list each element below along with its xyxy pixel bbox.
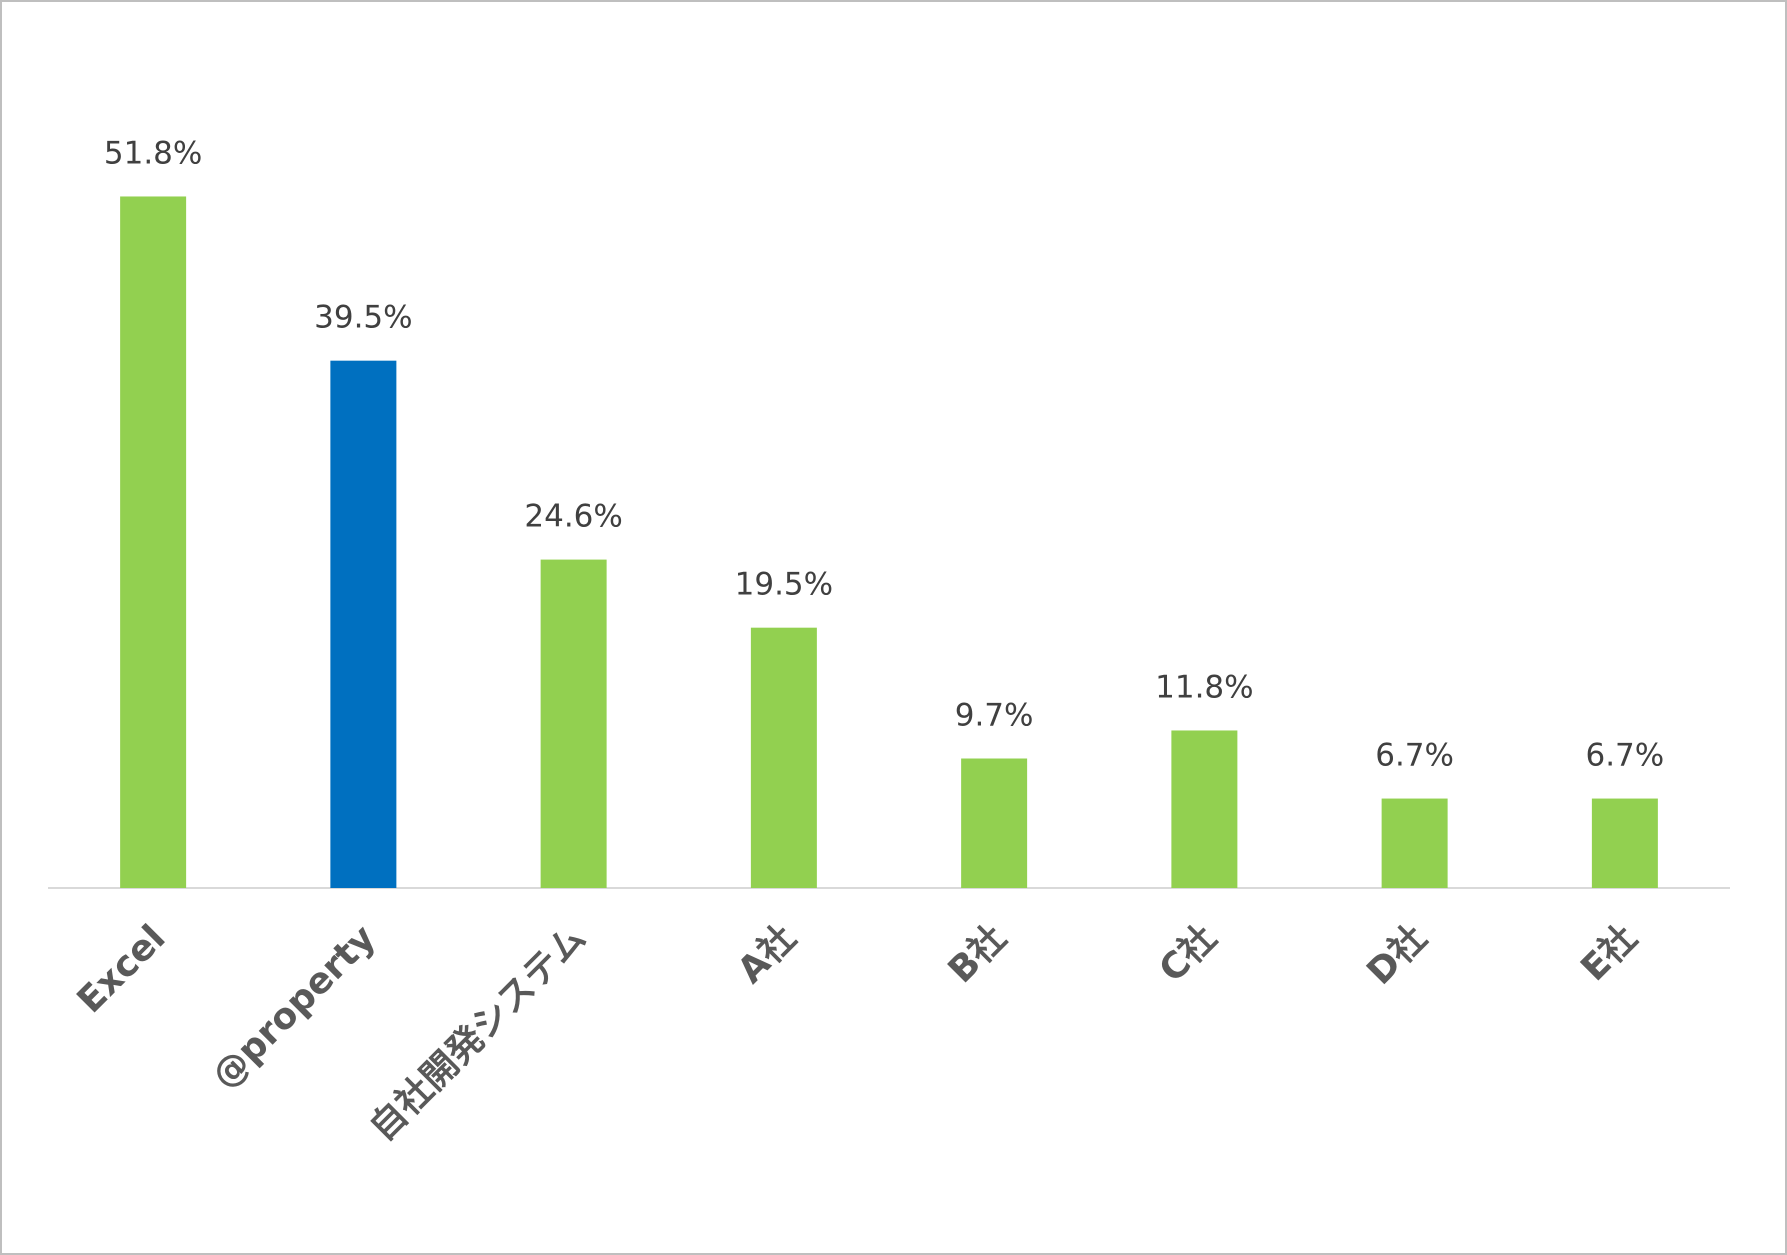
value-label: 24.6% <box>524 499 622 535</box>
bar <box>750 627 817 888</box>
bar <box>330 360 397 888</box>
value-label: 6.7% <box>1375 738 1454 774</box>
bar <box>540 559 607 888</box>
value-label: 6.7% <box>1585 738 1664 774</box>
bar <box>961 758 1028 888</box>
bar <box>1381 798 1448 888</box>
value-label: 19.5% <box>735 567 833 603</box>
value-label: 9.7% <box>955 698 1034 734</box>
bar <box>1591 798 1658 888</box>
bar <box>120 196 187 889</box>
value-label: 39.5% <box>314 300 412 336</box>
value-label: 11.8% <box>1155 669 1253 705</box>
bar <box>1171 730 1238 888</box>
value-label: 51.8% <box>104 135 202 171</box>
